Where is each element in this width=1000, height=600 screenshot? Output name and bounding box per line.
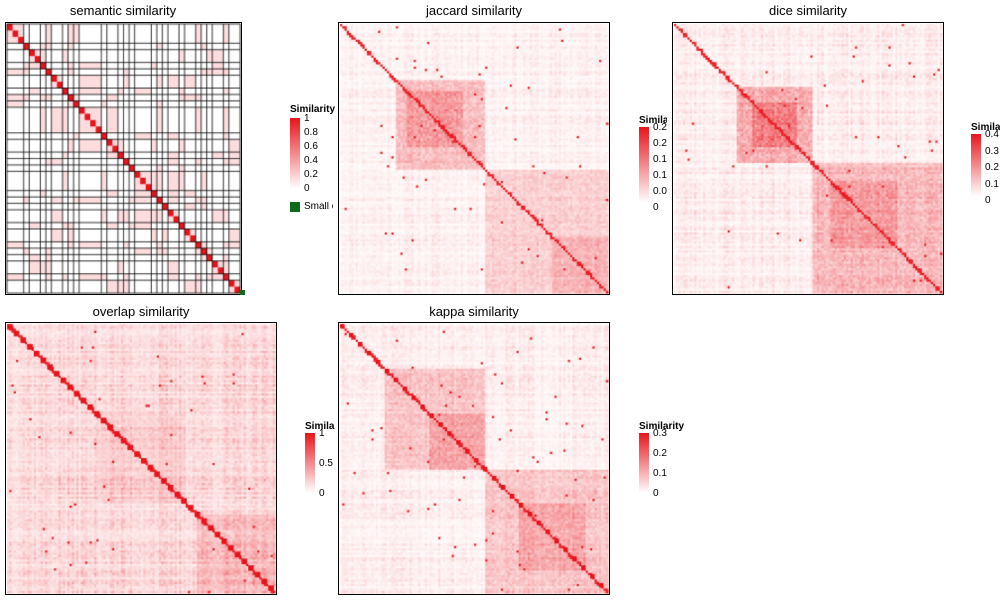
legend-title: Similarity xyxy=(290,104,335,115)
jaccard-heatmap xyxy=(338,22,610,295)
legend-tick-label: 0.2 xyxy=(653,123,667,133)
legend-colorbar xyxy=(639,127,649,203)
legend-ticks: 0.2 0.2 0.1 0.1 0.0 0 xyxy=(653,123,668,213)
legend-tick-label: 0.1 xyxy=(653,171,667,181)
legend-tick-label: 0.0 xyxy=(653,187,667,197)
dice-title: dice similarity xyxy=(768,3,848,18)
legend-tick-label: 0.4 xyxy=(304,156,318,166)
legend-tick-label: 0.1 xyxy=(653,155,667,165)
legend-tick-label: 0.1 xyxy=(985,179,999,190)
overlap-title: overlap similarity xyxy=(92,304,190,319)
legend-tick-label: 0.3 xyxy=(653,429,667,439)
legend-colorbar xyxy=(639,433,649,493)
legend-tick-label: 0 xyxy=(985,196,991,206)
legend-tick-label: 0.2 xyxy=(653,139,667,149)
legend-colorbar xyxy=(971,134,981,196)
legend-tick-label: 0.2 xyxy=(985,163,999,173)
small-cluster-label: Small clusters xyxy=(304,202,333,212)
legend-title: Similarity xyxy=(639,115,667,126)
semantic-title: semantic similarity xyxy=(69,3,177,18)
legend-tick-label: 0.2 xyxy=(653,449,667,459)
legend-tick-label: 0.6 xyxy=(304,142,318,152)
legend-ticks: 0.4 0.3 0.2 0.1 0 xyxy=(985,130,1000,206)
legend-tick-label: 0 xyxy=(653,203,659,213)
small-cluster-swatch xyxy=(290,202,300,212)
kappa-heatmap xyxy=(338,322,610,595)
jaccard-title: jaccard similarity xyxy=(425,3,523,18)
semantic-heatmap xyxy=(5,22,242,295)
legend-tick-label: 0.5 xyxy=(319,459,333,469)
legend-tick-label: 0.3 xyxy=(985,146,999,157)
legend-ticks: 1 0.5 0 xyxy=(319,429,335,499)
kappa-title: kappa similarity xyxy=(429,304,519,319)
legend-title: Similarity xyxy=(305,421,335,432)
legend-colorbar xyxy=(290,118,300,189)
legend-tick-label: 0.1 xyxy=(653,469,667,479)
legend-tick-label: 0.2 xyxy=(304,170,318,180)
legend-title: Similarity xyxy=(639,421,685,432)
legend-tick-label: 0.4 xyxy=(985,130,999,140)
legend-ticks: 1 0.8 0.6 0.4 0.2 0 xyxy=(304,114,336,194)
legend-tick-label: 0.8 xyxy=(304,128,318,138)
legend-tick-label: 0 xyxy=(319,489,325,499)
legend-colorbar xyxy=(305,433,315,493)
legend-tick-label: 0 xyxy=(653,489,659,499)
legend-ticks: 0.3 0.2 0.1 0 xyxy=(653,429,683,499)
legend-tick-label: 0 xyxy=(304,184,310,194)
legend-tick-label: 1 xyxy=(304,114,310,124)
overlap-heatmap xyxy=(5,322,277,595)
small-cluster-marker xyxy=(240,290,245,295)
legend-tick-label: 1 xyxy=(319,429,325,439)
dice-heatmap xyxy=(672,22,944,295)
legend-title: Similarity xyxy=(971,122,1000,133)
